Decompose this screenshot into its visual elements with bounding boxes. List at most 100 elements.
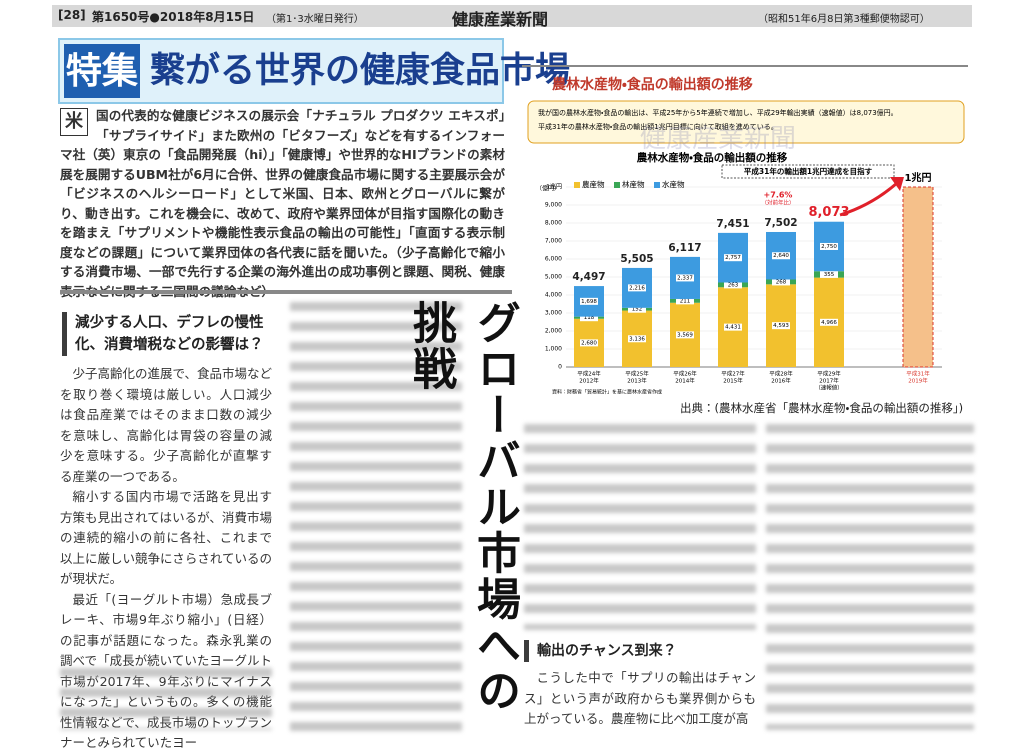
legend-swatch — [614, 182, 620, 188]
blurred-text — [524, 424, 756, 630]
blurred-text — [60, 668, 272, 730]
section-heading: 減少する人口、デフレの慢性化、消費増税などの影響は？ — [62, 312, 285, 356]
y-tick-label: 4,000 — [545, 292, 562, 299]
value-label-bg — [820, 318, 838, 326]
value-label: 3,569 — [677, 332, 693, 338]
growth-note: （対前年比） — [761, 199, 794, 207]
value-label-bg — [724, 323, 742, 331]
x-tick-label: 2014年 — [675, 377, 695, 385]
lead: 米国の代表的な健康ビジネスの展示会「ナチュラル プロダクツ エキスポ」「サプライ… — [60, 106, 505, 301]
note: 我が国の農林水産物・食品の輸出は、平成25年から5年連続で増加し、平成29年輸出… — [538, 108, 898, 117]
lead-text: 国の代表的な健康ビジネスの展示会「ナチュラル プロダクツ エキスポ」「サプライサ… — [60, 108, 506, 299]
paragraph: 少子高齢化の進展で、食品市場などを取り巻く環境は厳しい。人口減少は食品産業ではそ… — [60, 366, 273, 484]
total-label: 5,505 — [620, 253, 653, 265]
value-label-bg — [820, 270, 838, 278]
x-tick-label: 2012年 — [579, 377, 599, 385]
total-label: 6,117 — [668, 242, 701, 254]
arrow-head — [890, 177, 904, 191]
y-tick-label: 5,000 — [545, 274, 562, 281]
total-label: 4,497 — [572, 271, 605, 283]
section-heading: 輸出のチャンス到来？ — [524, 640, 737, 662]
paper-name: 健康産業新聞 — [452, 10, 549, 29]
x-tick-label: 2015年 — [723, 377, 743, 385]
value-label: 268 — [776, 279, 787, 285]
panel-rule — [522, 65, 968, 67]
x-tick-label: 平成27年 — [721, 370, 745, 378]
legend-swatch — [574, 182, 580, 188]
x-tick-label: （速報値） — [815, 384, 843, 392]
value-label-bg — [580, 297, 598, 305]
y-tick-label: 8,000 — [545, 220, 562, 227]
x-tick-label: 平成25年 — [625, 370, 649, 378]
feature-banner: 特集 繋がる世界の健康食品市場 — [58, 38, 570, 104]
value-label: 2,337 — [677, 275, 693, 281]
target-bar — [902, 186, 934, 368]
section-body: こうした中で「サプリの輸出はチャンス」という声が政府からも業界側からも上がってい… — [524, 668, 756, 730]
y-axis-label: （億円） — [536, 185, 560, 193]
value-label-bg — [628, 305, 646, 313]
x-tick-label: 2017年 — [819, 377, 839, 385]
value-label: 3,136 — [629, 336, 645, 342]
value-label-bg — [772, 322, 790, 330]
y-tick-label: 7,000 — [545, 238, 562, 245]
panel-title: 農林水産物・食品の輸出額の推移 — [552, 76, 753, 93]
y-tick-label: 9,000 — [545, 202, 562, 209]
permit: （昭和51年6月8日第3種郵便物認可） — [758, 14, 930, 25]
value-label: 2,680 — [581, 340, 597, 346]
value-label-bg — [772, 278, 790, 286]
chart-title: 農林水産物・食品の輸出額の推移 — [637, 151, 788, 164]
value-label-bg — [724, 281, 742, 289]
arrow — [839, 181, 898, 217]
legend-label: 水産物 — [662, 179, 685, 189]
page-number: [28] — [58, 8, 86, 22]
blurred-text — [290, 302, 462, 732]
value-label-bg — [676, 297, 694, 305]
blurred-text — [766, 424, 974, 730]
total-label: 7,502 — [764, 217, 797, 229]
legend-label: 林産物 — [622, 179, 645, 189]
vertical-headline: グローバル市場への挑戦 — [405, 300, 520, 714]
paragraph: こうした中で「サプリの輸出はチャンス」という声が政府からも業界側からも上がってい… — [524, 670, 756, 726]
value-label: 355 — [824, 272, 835, 278]
notes-box — [527, 100, 965, 144]
value-label: 1,698 — [581, 299, 597, 305]
chart: 農林水産物・食品の輸出額の推移 我が国の農林水産物・食品の輸出は、平成25年から… — [522, 65, 968, 396]
source-credit: 出典：(農林水産省「農林水産物・食品の輸出額の推移」) — [680, 401, 964, 415]
header-bar: [28] 第1650号●2018年8月15日 （第1･3水曜日発行） 健康産業新… — [52, 5, 972, 29]
lead-initial: 米 — [60, 108, 88, 136]
schedule: （第1･3水曜日発行） — [266, 14, 364, 25]
legend-swatch — [654, 182, 660, 188]
value-label: 2,640 — [773, 253, 789, 259]
x-tick-label: 平成28年 — [769, 370, 793, 378]
watermark: 健康産業新聞 — [640, 124, 797, 154]
value-label: 4,966 — [821, 320, 837, 326]
value-label: 263 — [728, 282, 739, 288]
y-tick-label: 6,000 — [545, 256, 562, 263]
value-label: 2,750 — [821, 244, 837, 250]
total-label: 8,073 — [808, 205, 849, 220]
value-label: 152 — [632, 307, 643, 313]
value-label-bg — [628, 284, 646, 292]
y-tick-label: 3,000 — [545, 310, 562, 317]
note: 平成31年の農林水産物・食品の輸出額1兆円目標に向けて取組を進めている。 — [538, 122, 778, 131]
chart-source: 資料：財務省「貿易統計」を基に農林水産省作成 — [552, 389, 662, 396]
value-label: 4,593 — [773, 323, 789, 329]
x-tick-label: 2013年 — [627, 377, 647, 385]
legend-label: 農産物 — [582, 179, 605, 189]
total-label: 7,451 — [716, 218, 749, 230]
value-label-bg — [676, 274, 694, 282]
value-label-bg — [628, 335, 646, 343]
value-label: 2,216 — [629, 285, 645, 291]
y-tick-label: 1兆円 — [546, 183, 562, 191]
target-label: 1兆円 — [905, 171, 932, 184]
page: [28] 第1650号●2018年8月15日 （第1･3水曜日発行） 健康産業新… — [52, 5, 974, 750]
value-label-bg — [772, 252, 790, 260]
value-label: 118 — [584, 315, 595, 321]
y-tick-label: 1,000 — [545, 346, 562, 353]
value-label-bg — [580, 339, 598, 347]
value-label: 211 — [680, 298, 691, 304]
x-tick-label: 平成26年 — [673, 370, 697, 378]
feature-title: 繋がる世界の健康食品市場 — [150, 50, 571, 91]
x-tick-label: 2016年 — [771, 377, 791, 385]
target-note-box — [721, 164, 895, 179]
